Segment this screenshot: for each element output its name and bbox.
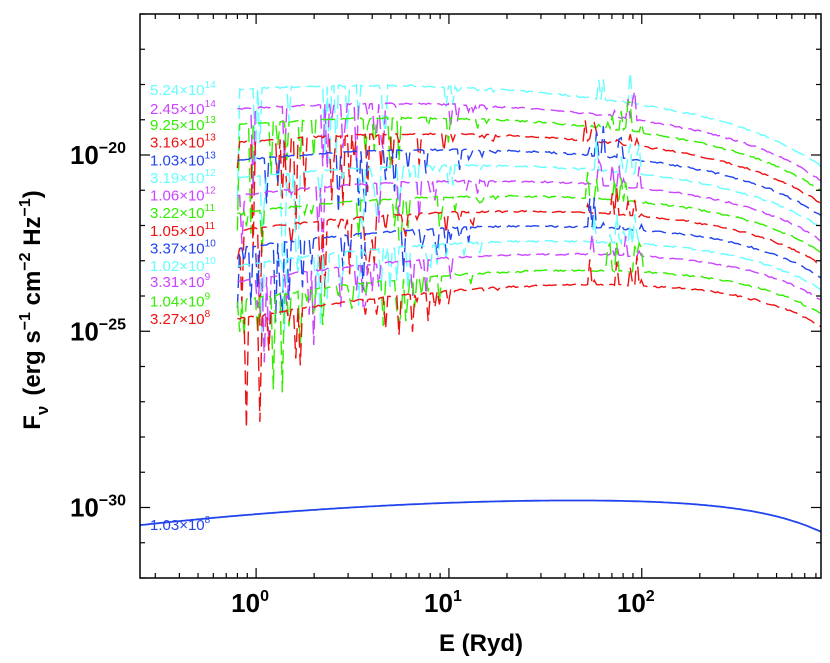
series-label-7: 3.22×1011	[150, 203, 215, 222]
series-label-11: 3.31×109	[150, 272, 211, 291]
series-label-mantissa: 1.02×10	[150, 258, 205, 275]
y-axis-title-cm: cm	[19, 271, 46, 312]
series-label-3: 3.16×1013	[150, 133, 216, 152]
series-label-10: 1.02×1010	[150, 256, 216, 275]
series-line-5	[237, 139, 822, 270]
series-label-mantissa: 3.27×10	[150, 311, 205, 328]
series-label-exponent: 13	[205, 115, 217, 126]
y-axis-title-hz-exp: −1	[17, 198, 34, 216]
series-label-mantissa: 1.06×10	[150, 188, 205, 205]
series-label-9: 3.37×1010	[150, 238, 216, 257]
series-line-4	[237, 126, 822, 216]
series-label-exponent: 11	[205, 221, 216, 232]
y-axis-title: Fν(erg s−1 cm−2 Hz−1)	[17, 190, 52, 430]
series-label-14: 1.03×108	[150, 515, 211, 534]
tick-layer	[140, 13, 821, 579]
series-label-exponent: 9	[205, 291, 211, 302]
series-label-mantissa: 1.04×10	[150, 293, 205, 310]
series-label-exponent: 10	[205, 256, 217, 267]
series-label-exponent: 12	[205, 186, 217, 197]
series-label-exponent: 9	[205, 272, 211, 283]
series-line-3	[236, 120, 822, 250]
y-tick-label: 10−25	[70, 316, 126, 346]
series-label-5: 3.19×1012	[150, 168, 216, 187]
series-line-6	[237, 157, 822, 256]
series-label-mantissa: 5.24×10	[150, 82, 205, 99]
series-line-11	[237, 234, 822, 363]
series-label-mantissa: 1.03×10	[150, 152, 205, 169]
x-tick-label: 102	[617, 588, 655, 618]
series-line-13	[237, 255, 822, 428]
series-label-6: 1.06×1012	[150, 186, 216, 205]
x-tick-label: 100	[231, 588, 269, 618]
series-label-exponent: 13	[205, 133, 217, 144]
series-label-13: 3.27×108	[150, 309, 211, 328]
x-tick-label: 101	[424, 588, 462, 618]
plot-frame	[139, 13, 822, 579]
series-line-2	[236, 100, 822, 234]
series-line-14	[139, 499, 822, 533]
series-label-mantissa: 3.37×10	[150, 240, 205, 257]
y-axis-title-units-close: )	[19, 190, 46, 198]
series-label-0: 5.24×1014	[150, 80, 216, 99]
series-line-12	[236, 240, 822, 393]
series-line-9	[236, 197, 822, 322]
series-line-10	[237, 214, 822, 344]
series-label-1: 2.45×1014	[150, 99, 216, 118]
series-line-8	[236, 188, 822, 326]
y-axis-title-main: F	[19, 415, 46, 430]
series-label-12: 1.04×109	[150, 291, 211, 310]
series-label-4: 1.03×1013	[150, 150, 216, 169]
y-axis-title-units-open: (erg s	[19, 330, 46, 395]
series-label-mantissa: 1.03×10	[150, 517, 205, 534]
series-label-exponent: 8	[205, 309, 211, 320]
series-line-0	[236, 72, 822, 200]
series-label-mantissa: 3.22×10	[150, 205, 205, 222]
x-tick-label-layer: 100 101 102	[231, 588, 655, 618]
x-axis-title: E (Ryd)	[439, 630, 523, 657]
series-label-mantissa: 2.45×10	[150, 101, 205, 118]
y-axis-title-s-exp: −1	[17, 312, 34, 330]
series-label-mantissa: 3.31×10	[150, 274, 205, 291]
series-label-mantissa: 9.25×10	[150, 117, 205, 134]
series-label-exponent: 14	[205, 99, 217, 110]
series-label-exponent: 13	[205, 150, 217, 161]
series-label-2: 9.25×1013	[150, 115, 216, 134]
series-label-mantissa: 3.16×10	[150, 135, 205, 152]
y-tick-label-layer: 10−30 10−25 10−20	[70, 140, 126, 523]
series-label-exponent: 11	[205, 203, 216, 214]
series-label-exponent: 12	[205, 168, 217, 179]
y-axis-title-sub: ν	[33, 406, 52, 415]
series-label-layer: 5.24×10142.45×10149.25×10133.16×10131.03…	[150, 80, 216, 534]
series-line-7	[237, 171, 822, 254]
series-label-exponent: 8	[205, 515, 211, 526]
series-layer	[139, 72, 822, 533]
y-axis-title-hz: Hz	[19, 216, 46, 252]
y-axis-title-cm-exp: −2	[17, 252, 34, 270]
series-label-exponent: 10	[205, 238, 217, 249]
series-label-mantissa: 3.19×10	[150, 170, 205, 187]
series-label-8: 1.05×1011	[150, 221, 215, 240]
series-label-mantissa: 1.05×10	[150, 223, 205, 240]
y-tick-label: 10−30	[70, 493, 126, 523]
series-label-exponent: 14	[205, 80, 217, 91]
y-tick-label: 10−20	[70, 140, 126, 170]
